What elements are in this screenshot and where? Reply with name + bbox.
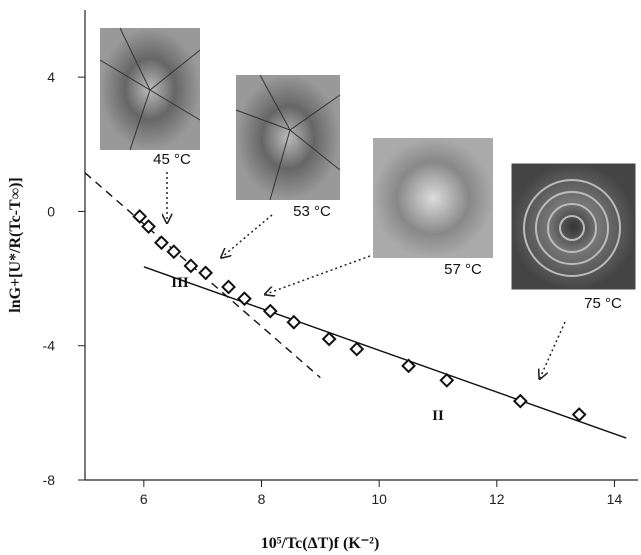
point: [349, 341, 365, 357]
y-tick-label: -8: [43, 472, 56, 488]
x-tick-label: 12: [489, 491, 505, 507]
inset-images: [99, 27, 637, 291]
point: [141, 219, 156, 234]
x-axis-label: 10⁵/Tc(ΔT)f (K⁻²): [261, 535, 380, 552]
point: [221, 279, 236, 295]
point: [237, 291, 252, 307]
micrograph: [373, 138, 493, 258]
inset-label: 75 °C: [584, 295, 622, 312]
inset-label: 45 °C: [153, 151, 191, 168]
x-tick-label: 10: [371, 491, 387, 507]
y-tick-label: -4: [43, 338, 56, 354]
point: [286, 314, 302, 330]
point: [198, 265, 214, 281]
point: [154, 235, 169, 251]
point: [321, 331, 337, 347]
inset-label: 53 °C: [293, 203, 331, 220]
micrograph: [511, 163, 636, 290]
arrows: [167, 172, 566, 378]
point: [512, 393, 528, 409]
x-tick-label: 6: [140, 491, 148, 507]
fit-line: [143, 266, 627, 439]
y-tick-label: 0: [47, 203, 55, 219]
point: [183, 258, 199, 274]
point: [132, 209, 148, 224]
point: [439, 372, 455, 388]
point: [401, 358, 416, 374]
point: [166, 244, 182, 260]
annotation: III: [171, 275, 189, 291]
x-tick-label: 8: [258, 491, 266, 507]
y-axis-label: lnG+[U*/R(Tc-T∞)]: [7, 177, 24, 312]
inset-label: 57 °C: [444, 261, 482, 278]
point: [571, 407, 587, 422]
point: [262, 303, 278, 319]
x-tick-label: 14: [607, 491, 623, 507]
annotation: II: [432, 408, 444, 424]
y-tick-label: 4: [47, 69, 55, 85]
